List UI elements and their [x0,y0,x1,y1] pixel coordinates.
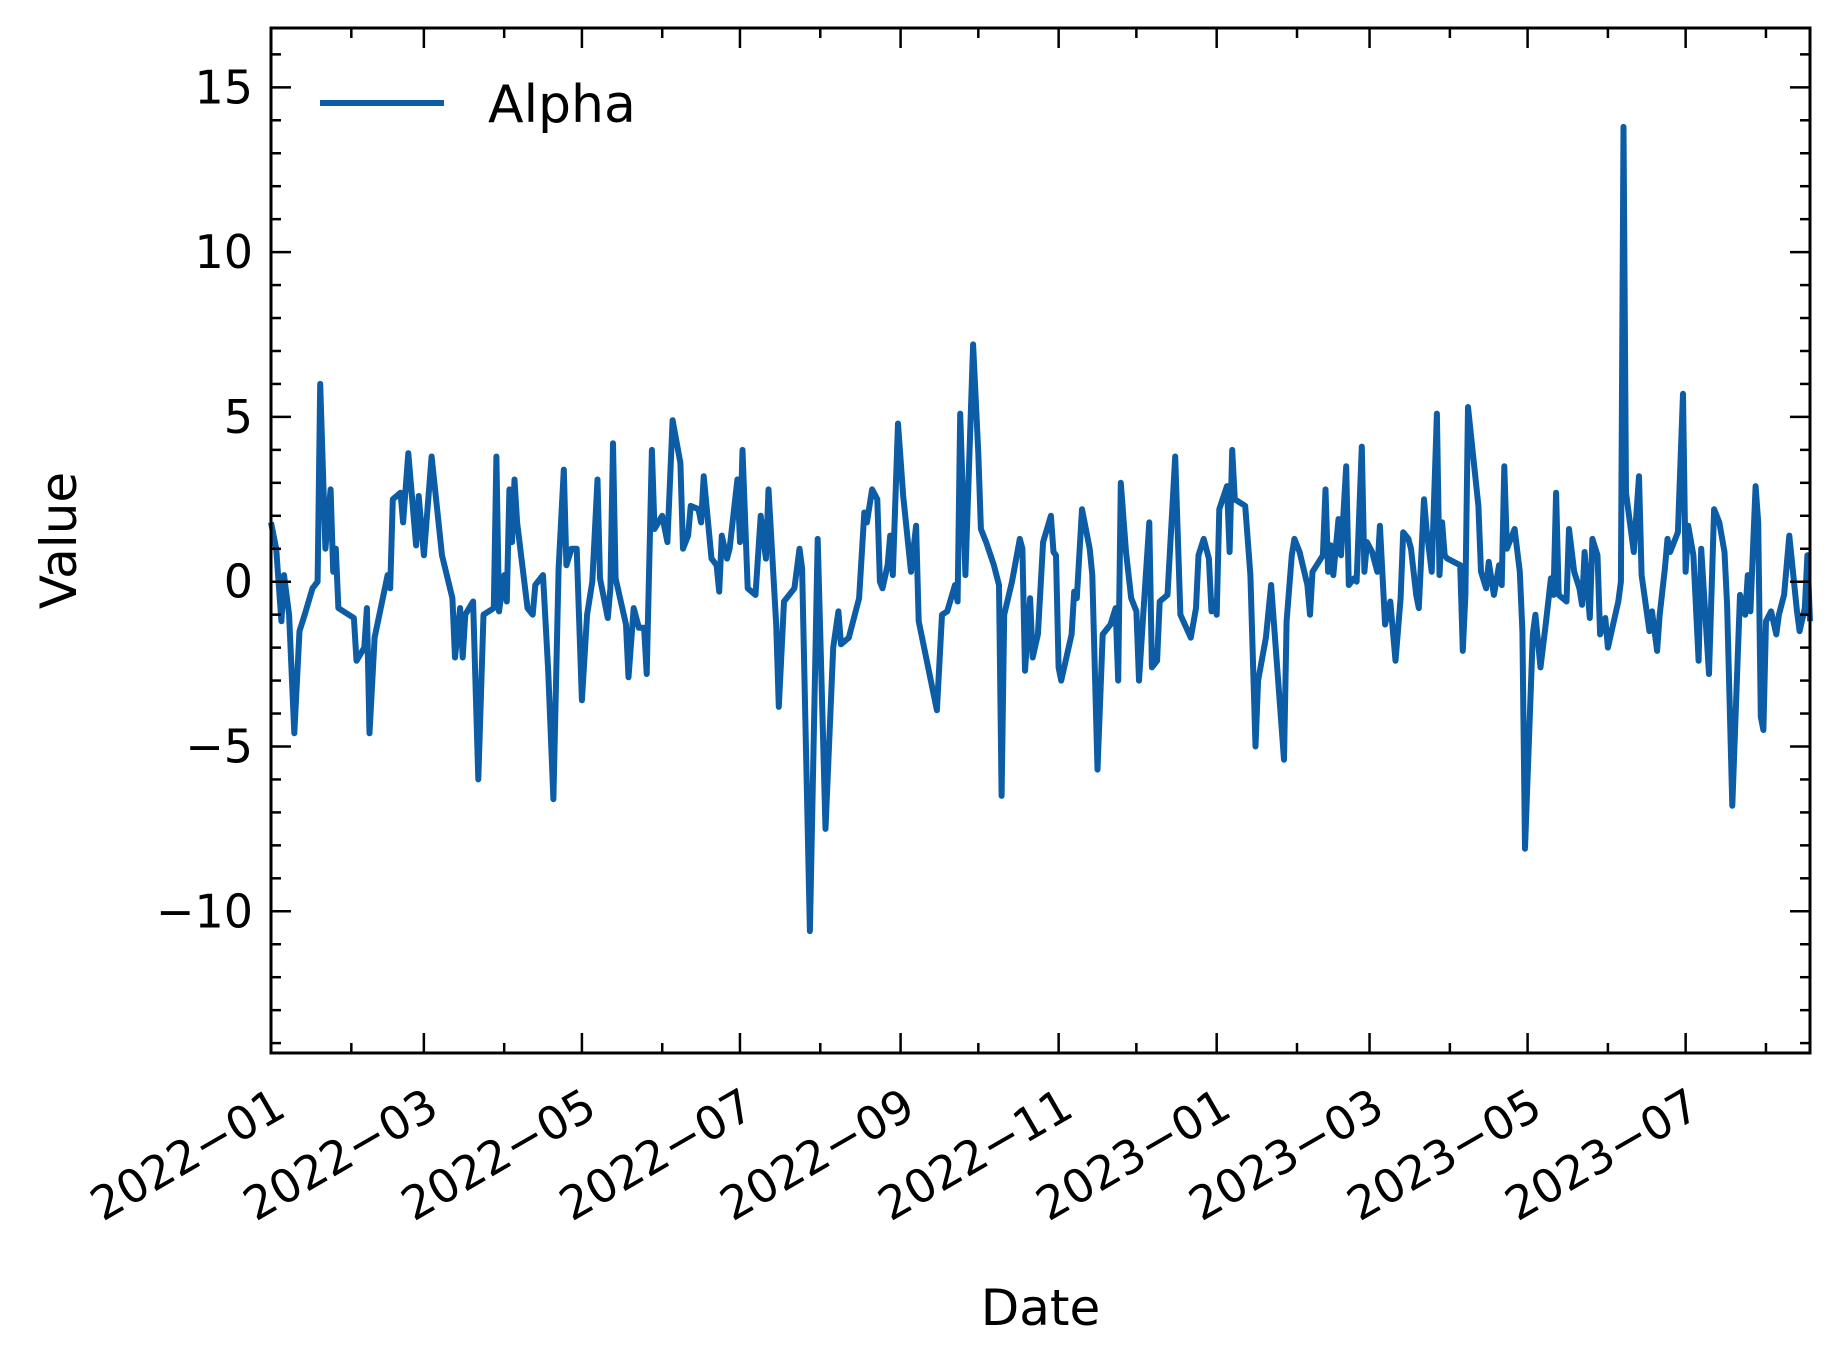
y-axis: −10 −5 0 5 10 15 [156,53,1810,1045]
y-tick-label: −10 [156,884,253,938]
y-axis-title: Value [30,472,88,609]
y-tick-label: 0 [224,555,253,609]
y-tick-label: 15 [194,60,253,114]
y-tick-label: −5 [185,719,253,773]
y-tick-label: 10 [194,225,253,279]
x-axis: 2022−012022−032022−052022−072022−092022−… [81,28,1768,1231]
plot-frame [269,26,1812,1055]
legend-label-alpha: Alpha [488,75,636,135]
legend: Alpha [320,75,636,135]
x-axis-title: Date [981,1279,1101,1337]
y-tick-label: 5 [224,390,253,444]
plot-area [268,123,1813,935]
series-line-alpha [268,123,1813,935]
